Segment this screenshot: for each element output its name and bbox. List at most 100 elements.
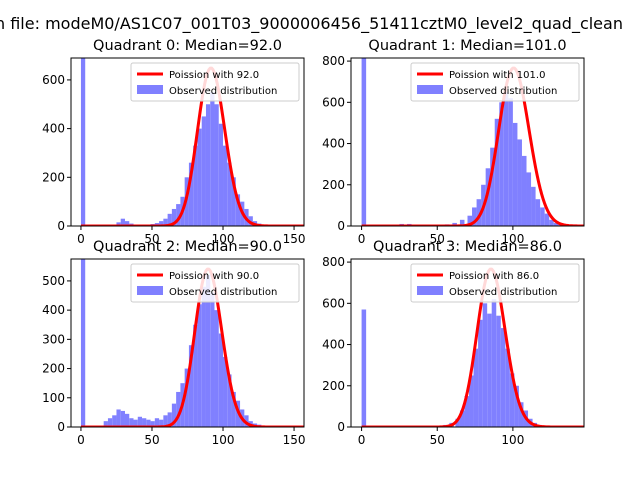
quadrant-title: Quadrant 0: Median=92.0 bbox=[93, 38, 282, 54]
quadrant-0-plot: 0 50 100 150 0 200 400 600 Poission with 92.0 Obs… bbox=[42, 38, 305, 246]
histogram-bar bbox=[218, 123, 224, 226]
y-tick-label: 0 bbox=[57, 219, 65, 233]
histogram-bar bbox=[473, 348, 479, 427]
figure-suptitle: n file: modeM0/AS1C07_001T03_9000006456_… bbox=[0, 14, 623, 34]
histogram-bar bbox=[159, 419, 164, 427]
poisson-curve bbox=[361, 66, 584, 226]
histogram-bar bbox=[521, 155, 527, 226]
histogram-bar bbox=[455, 418, 460, 427]
x-tick-label: 50 bbox=[144, 232, 159, 246]
histogram-bar bbox=[171, 403, 177, 427]
histogram-bar bbox=[163, 415, 168, 427]
histogram-bar bbox=[133, 419, 138, 427]
histogram-bar bbox=[223, 356, 228, 427]
legend-bar-swatch bbox=[417, 85, 443, 94]
histogram-bar bbox=[205, 104, 211, 226]
histogram-bar bbox=[205, 275, 211, 427]
histogram-bar bbox=[472, 207, 477, 226]
x-tick-label: 100 bbox=[501, 232, 524, 246]
y-tick-label: 500 bbox=[42, 274, 65, 288]
legend-label-observed: Observed distribution bbox=[169, 86, 277, 97]
histogram-bar bbox=[171, 208, 177, 226]
y-tick-label: 400 bbox=[42, 303, 65, 317]
legend: Poission with 101.0 Observed distribution bbox=[410, 62, 580, 102]
histogram-bar bbox=[163, 218, 168, 226]
axes-frame bbox=[70, 258, 305, 428]
legend-bar-swatch bbox=[417, 286, 443, 295]
histogram-bar bbox=[514, 385, 519, 427]
histogram-bar bbox=[120, 410, 125, 427]
histogram-bar bbox=[227, 162, 232, 226]
histogram-bar bbox=[487, 313, 492, 427]
histogram-bar bbox=[124, 221, 130, 226]
histogram-bar bbox=[459, 410, 465, 427]
histogram-bar bbox=[553, 222, 559, 226]
y-tick-label: 400 bbox=[322, 338, 345, 352]
y-tick-label: 200 bbox=[322, 379, 345, 393]
y-tick-label: 800 bbox=[322, 54, 345, 68]
axes-frame bbox=[350, 258, 585, 428]
plot-content bbox=[361, 58, 584, 226]
histogram-bar bbox=[197, 128, 202, 226]
histogram-bar bbox=[500, 328, 506, 427]
legend-label-observed: Observed distribution bbox=[169, 287, 277, 298]
x-tick-label: 100 bbox=[212, 433, 235, 447]
histogram-bar bbox=[159, 221, 164, 226]
histogram-bar bbox=[512, 122, 518, 226]
legend-box bbox=[410, 62, 580, 102]
histogram-bar bbox=[154, 418, 160, 427]
histogram-bar bbox=[540, 207, 545, 226]
legend-label-poisson: Poission with 101.0 bbox=[449, 70, 545, 81]
histogram-bar bbox=[176, 391, 181, 427]
x-tick-label: 0 bbox=[77, 433, 85, 447]
histogram-bar bbox=[482, 303, 488, 427]
histogram-bar bbox=[508, 98, 513, 226]
histogram-bar bbox=[505, 348, 510, 427]
x-tick-label: 100 bbox=[212, 232, 235, 246]
histogram-bar bbox=[167, 213, 172, 226]
histogram-bar bbox=[112, 415, 117, 427]
legend: Poission with 92.0 Observed distribution bbox=[130, 62, 300, 102]
histogram-bar bbox=[503, 92, 509, 226]
histogram-bar bbox=[193, 145, 198, 226]
histogram-bar bbox=[214, 104, 219, 226]
histogram-bar bbox=[491, 299, 497, 427]
histogram-bar bbox=[459, 219, 465, 226]
histogram-bar bbox=[476, 199, 482, 226]
y-tick-label: 200 bbox=[42, 170, 65, 184]
histogram-bar bbox=[210, 292, 215, 427]
histogram-bar bbox=[517, 139, 522, 226]
legend-bar-swatch bbox=[137, 286, 163, 295]
histogram-bar bbox=[544, 213, 550, 226]
y-tick-label: 800 bbox=[322, 255, 345, 269]
legend-label-poisson: Poission with 90.0 bbox=[169, 271, 259, 282]
legend-label-observed: Observed distribution bbox=[449, 86, 557, 97]
x-tick-label: 0 bbox=[77, 232, 85, 246]
histogram-bar bbox=[361, 58, 367, 226]
y-tick-label: 0 bbox=[337, 420, 345, 434]
y-tick-label: 600 bbox=[322, 296, 345, 310]
quadrant-3-plot: 0 50 100 0 200 400 600 800 Poission with 86.0 Obs… bbox=[322, 239, 585, 447]
histogram-bar bbox=[490, 147, 495, 226]
y-tick-label: 400 bbox=[42, 122, 65, 136]
histogram-bar bbox=[214, 310, 219, 427]
histogram-bar bbox=[103, 421, 108, 427]
quadrant-2-plot: 0 50 100 150 0 100 200 300 400 500 Poission with 9… bbox=[42, 239, 305, 447]
histogram-bar bbox=[231, 391, 236, 427]
histogram-bar bbox=[188, 162, 194, 226]
x-tick-label: 50 bbox=[430, 433, 445, 447]
x-tick-label: 150 bbox=[283, 232, 306, 246]
histogram-bar bbox=[499, 102, 504, 226]
histogram-bar bbox=[116, 409, 121, 427]
legend-box bbox=[130, 263, 300, 303]
legend-label-poisson: Poission with 92.0 bbox=[169, 70, 259, 81]
y-tick-label: 0 bbox=[57, 420, 65, 434]
histogram-bar bbox=[361, 309, 367, 427]
y-tick-label: 300 bbox=[42, 332, 65, 346]
histogram-bar bbox=[176, 204, 181, 226]
histogram-bar bbox=[116, 222, 121, 226]
histogram-bar bbox=[223, 145, 228, 226]
x-tick-label: 0 bbox=[358, 232, 366, 246]
y-tick-label: 600 bbox=[322, 95, 345, 109]
